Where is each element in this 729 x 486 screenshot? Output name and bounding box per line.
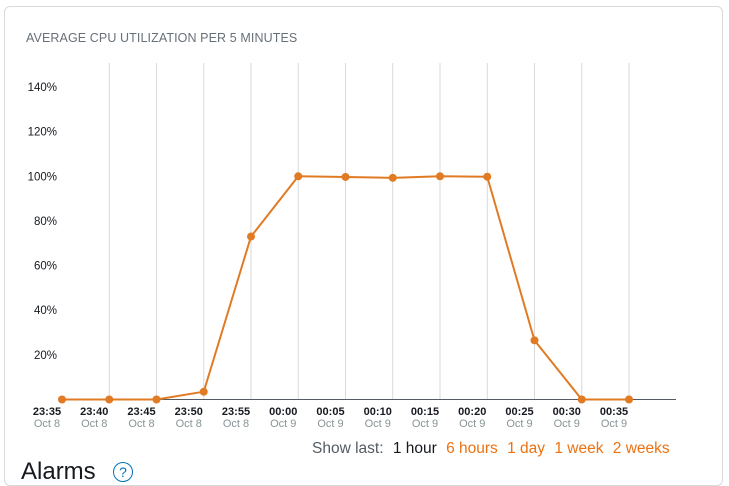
data-point [294, 172, 303, 181]
y-tick-label: 100% [28, 171, 57, 183]
x-tick-date: Oct 8 [81, 418, 107, 430]
x-tick-date: Oct 8 [34, 418, 60, 430]
x-tick-time: 23:40 [80, 406, 108, 418]
y-tick-label: 20% [34, 350, 57, 362]
x-tick-date: Oct 8 [223, 418, 249, 430]
panel-title: AVERAGE CPU UTILIZATION PER 5 MINUTES [26, 31, 298, 45]
x-tick-date: Oct 9 [412, 418, 438, 430]
x-tick-time: 00:05 [316, 406, 344, 418]
range-option-1-hour[interactable]: 1 hour [392, 440, 437, 457]
y-tick-label: 60% [34, 261, 57, 273]
data-point [483, 172, 492, 181]
x-tick-time: 23:45 [127, 406, 155, 418]
cpu-utilization-panel: AVERAGE CPU UTILIZATION PER 5 MINUTES [4, 6, 723, 486]
x-tick-time: 23:55 [222, 406, 250, 418]
data-point [388, 173, 397, 182]
y-tick-label: 80% [34, 216, 57, 228]
data-point [247, 232, 255, 241]
data-point [152, 395, 161, 404]
x-tick-date: Oct 8 [128, 418, 154, 430]
x-tick-time: 00:15 [411, 406, 439, 418]
data-point [577, 395, 586, 404]
x-tick-time: 23:50 [175, 406, 203, 418]
range-option-6-hours[interactable]: 6 hours [446, 440, 498, 457]
info-icon[interactable]: ? [113, 462, 133, 482]
data-point [530, 336, 539, 345]
range-option-2-weeks[interactable]: 2 weeks [612, 440, 670, 457]
x-tick-time: 00:20 [458, 406, 486, 418]
x-tick-date: Oct 9 [317, 418, 343, 430]
data-point [341, 172, 350, 181]
data-point [58, 395, 66, 404]
x-tick-time: 00:35 [600, 406, 628, 418]
data-point [436, 172, 444, 181]
data-point [625, 395, 633, 404]
x-tick-time: 00:00 [269, 406, 297, 418]
x-tick-time: 23:35 [33, 406, 61, 418]
time-range-selector: Show last: 1 hour 6 hours 1 day 1 week 2… [312, 440, 670, 458]
x-tick-date: Oct 9 [506, 418, 532, 430]
x-tick-time: 00:25 [505, 406, 533, 418]
x-tick-time: 00:10 [364, 406, 392, 418]
y-tick-label: 40% [34, 305, 57, 317]
show-last-label: Show last: [312, 440, 384, 457]
data-point [199, 387, 208, 396]
alarms-heading: Alarms [21, 458, 96, 485]
x-tick-date: Oct 8 [176, 418, 202, 430]
data-point [105, 395, 114, 404]
x-tick-date: Oct 9 [601, 418, 627, 430]
x-tick-date: Oct 9 [270, 418, 296, 430]
x-tick-time: 00:30 [553, 406, 581, 418]
x-tick-date: Oct 9 [554, 418, 580, 430]
x-tick-date: Oct 9 [459, 418, 485, 430]
range-option-1-day[interactable]: 1 day [507, 440, 546, 457]
y-tick-label: 140% [28, 82, 57, 94]
y-tick-label: 120% [28, 127, 57, 139]
range-option-1-week[interactable]: 1 week [554, 440, 604, 457]
x-tick-date: Oct 9 [365, 418, 391, 430]
